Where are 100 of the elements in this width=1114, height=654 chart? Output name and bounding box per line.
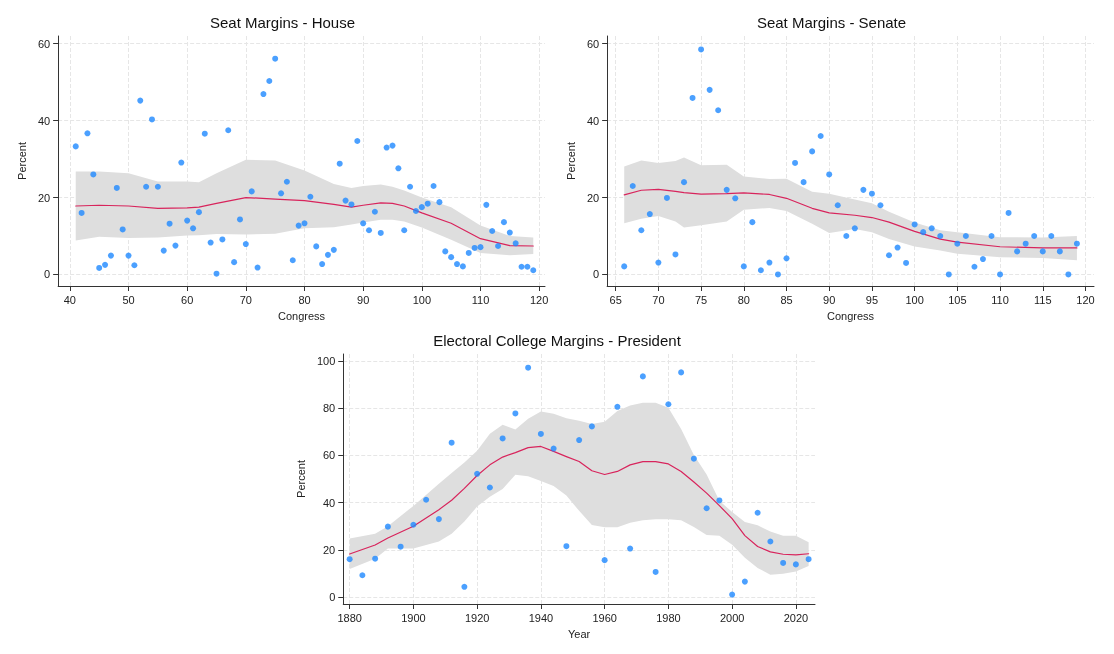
point (655, 259, 662, 266)
point (997, 271, 1004, 278)
y-axis-title: Percent (15, 142, 28, 180)
x-tick-label: 95 (865, 293, 879, 306)
x-tick-label: 60 (181, 293, 194, 306)
y-axis-title: Percent (294, 460, 307, 498)
y-tick-label: 0 (329, 590, 336, 603)
point (638, 227, 645, 234)
x-tick-label: 85 (780, 293, 793, 306)
point (423, 496, 430, 503)
point (780, 559, 787, 566)
point (646, 211, 653, 218)
x-axis-title: Congress (278, 309, 326, 322)
point (754, 509, 761, 516)
x-tick-label: 120 (1076, 293, 1095, 306)
point (749, 219, 756, 226)
x-tick-label: 75 (694, 293, 708, 306)
x-tick-label: 110 (471, 293, 490, 306)
y-tick-label: 60 (323, 449, 336, 462)
point (809, 148, 816, 155)
point (928, 225, 935, 232)
y-tick-label: 40 (586, 114, 600, 127)
x-tick-label: 100 (905, 293, 924, 306)
point (384, 523, 391, 530)
point (937, 233, 944, 239)
point (690, 455, 697, 462)
y-tick-label: 100 (316, 355, 336, 368)
point (698, 46, 705, 53)
point (716, 497, 723, 504)
point (672, 251, 679, 258)
point (397, 543, 404, 550)
point (1056, 248, 1063, 255)
x-tick-label: 1920 (464, 611, 490, 624)
x-tick-label: 100 (412, 293, 431, 306)
point (741, 578, 748, 585)
point (681, 179, 688, 186)
point (614, 403, 621, 410)
point (525, 364, 532, 371)
point (1022, 240, 1029, 247)
y-tick-label: 20 (37, 191, 51, 204)
x-axis-title: Year (568, 627, 591, 640)
x-tick-label: 110 (991, 293, 1009, 306)
point (1073, 240, 1080, 247)
y-tick-label: 0 (593, 268, 600, 281)
point (627, 545, 634, 552)
point (767, 538, 774, 545)
x-tick-label: 70 (239, 293, 252, 306)
x-axis-title: Congress (827, 309, 875, 322)
point (601, 557, 608, 564)
point (962, 233, 969, 239)
point (665, 401, 672, 408)
point (1031, 233, 1038, 239)
x-tick-label: 70 (652, 293, 665, 306)
point (903, 259, 910, 266)
point (800, 179, 807, 186)
x-tick-label: 50 (122, 293, 135, 306)
x-tick-label: 120 (529, 293, 549, 306)
point (971, 263, 978, 270)
point (1014, 248, 1021, 255)
point (911, 221, 918, 228)
point (774, 271, 781, 278)
point (474, 470, 481, 477)
point (486, 484, 493, 491)
point (757, 267, 764, 274)
point (783, 255, 790, 262)
point (894, 244, 901, 251)
point (954, 240, 961, 247)
x-tick-label: 2020 (783, 611, 809, 624)
point (576, 437, 583, 444)
point (1048, 233, 1055, 239)
y-tick-label: 40 (323, 496, 336, 509)
point (920, 229, 927, 236)
x-tick-label: 2000 (719, 611, 745, 624)
point (537, 430, 544, 437)
point (834, 202, 841, 209)
y-tick-label: 40 (37, 114, 51, 127)
point (706, 86, 713, 93)
point (729, 591, 736, 598)
point (563, 543, 570, 550)
point (588, 423, 595, 430)
point (826, 171, 833, 178)
point (868, 190, 875, 197)
y-tick-label: 0 (44, 268, 51, 281)
point (817, 133, 824, 139)
point (792, 159, 799, 166)
x-tick-label: 40 (63, 293, 76, 306)
y-tick-label: 60 (37, 37, 51, 50)
point (499, 435, 506, 442)
point (372, 555, 379, 562)
x-tick-label: 90 (357, 293, 370, 306)
point (629, 183, 636, 189)
point (1039, 248, 1046, 255)
point (703, 505, 710, 512)
x-tick-label: 1900 (401, 611, 426, 624)
x-tick-label: 90 (823, 293, 836, 306)
point (435, 516, 442, 523)
point (877, 202, 884, 209)
x-tick-label: 1880 (337, 611, 362, 624)
line-series (75, 196, 534, 247)
point (346, 556, 353, 563)
